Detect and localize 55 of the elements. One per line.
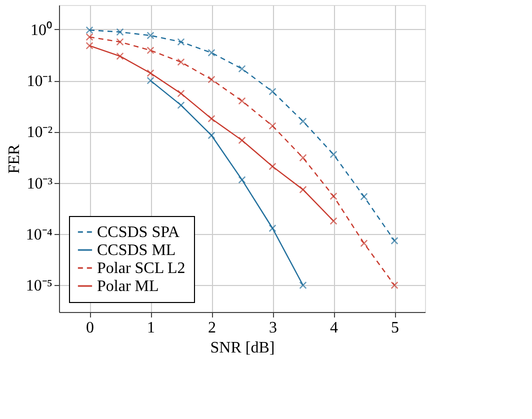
point <box>208 132 216 140</box>
x-axis-title: SNR [dB] <box>210 340 275 356</box>
point <box>299 281 307 290</box>
point <box>238 136 246 144</box>
y-tick-label: 10⁻⁴ <box>26 226 53 244</box>
point <box>299 118 307 126</box>
point <box>86 26 94 34</box>
point <box>390 237 398 245</box>
point <box>208 48 216 57</box>
point <box>390 281 398 290</box>
x-tick-label: 0 <box>86 320 94 336</box>
point <box>146 69 154 77</box>
point <box>177 90 185 98</box>
point <box>268 162 276 170</box>
legend-label: Polar SCL L2 <box>97 260 186 277</box>
point <box>330 192 338 200</box>
point <box>116 28 124 36</box>
x-tick-label: 2 <box>208 320 216 336</box>
point <box>208 76 216 84</box>
point <box>177 101 185 109</box>
x-tick-label: 1 <box>147 320 155 336</box>
point <box>86 33 94 41</box>
point <box>116 52 124 60</box>
point <box>146 46 154 54</box>
point <box>299 154 307 162</box>
point <box>268 122 276 130</box>
y-tick-label: 10⁻² <box>26 124 53 142</box>
point <box>268 224 276 232</box>
x-tick-label: 3 <box>269 320 277 336</box>
point <box>177 38 185 46</box>
point <box>268 88 276 96</box>
legend-label: Polar ML <box>97 278 159 295</box>
point <box>116 38 124 46</box>
point <box>208 114 216 122</box>
x-tick-label: 4 <box>330 320 338 336</box>
point <box>360 240 368 248</box>
point <box>330 217 338 225</box>
point <box>330 150 338 158</box>
y-tick-label: 10⁻³ <box>26 175 53 192</box>
point <box>360 192 368 200</box>
point <box>177 58 185 66</box>
legend-label: CCSDS ML <box>97 242 176 259</box>
point <box>238 97 246 105</box>
x-tick-label: 5 <box>391 320 399 336</box>
y-axis-title: FER <box>6 144 23 174</box>
point <box>299 186 307 194</box>
point <box>146 32 154 40</box>
y-tick-label: 10⁻⁵ <box>26 278 52 295</box>
point <box>146 76 154 84</box>
y-tick-label: 10⁻¹ <box>26 73 53 90</box>
legend-label: CCSDS SPA <box>97 224 180 241</box>
point <box>86 42 94 50</box>
point <box>238 176 246 184</box>
y-tick-label: 10⁰ <box>30 20 52 39</box>
point <box>238 65 246 73</box>
